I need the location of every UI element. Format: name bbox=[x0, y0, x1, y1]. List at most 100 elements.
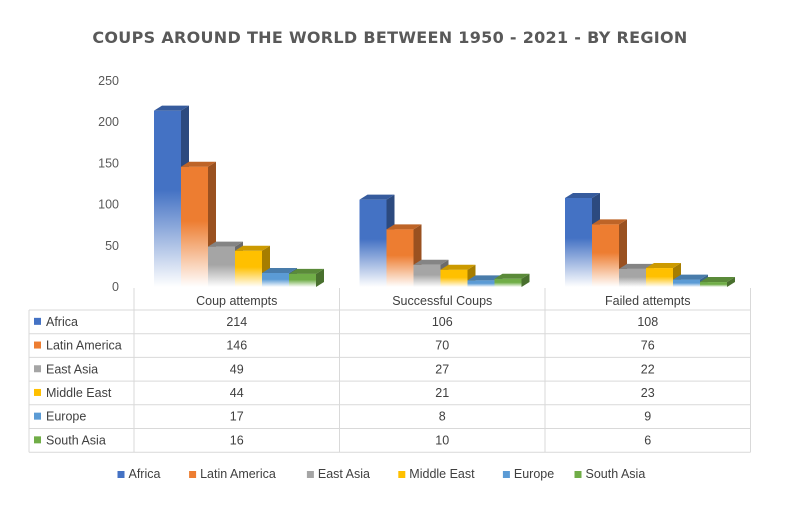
bar-front bbox=[440, 269, 468, 287]
y-tick-label: 100 bbox=[98, 198, 119, 212]
bar-latin-america bbox=[592, 219, 627, 287]
legend-item: Latin America bbox=[189, 467, 276, 481]
legend-label: South Asia bbox=[586, 467, 646, 481]
legend-item: Middle East bbox=[398, 467, 475, 481]
y-tick-label: 50 bbox=[105, 239, 119, 253]
table-cell: 8 bbox=[439, 410, 446, 424]
table-cell: 106 bbox=[432, 315, 453, 329]
bars bbox=[154, 105, 735, 287]
row-legend-key bbox=[34, 365, 41, 373]
table-cell: 76 bbox=[641, 339, 655, 353]
bar-front bbox=[359, 199, 387, 287]
bar-middle-east bbox=[440, 264, 476, 287]
row-label: Europe bbox=[46, 410, 86, 424]
bar-top bbox=[494, 273, 530, 279]
y-axis: 0 50 100 150 200 250 bbox=[98, 74, 119, 294]
legend-item: South Asia bbox=[574, 467, 646, 481]
bar-latin-america bbox=[181, 161, 216, 287]
bar-front bbox=[413, 264, 441, 287]
bar-east-asia bbox=[619, 263, 654, 287]
category-label: Coup attempts bbox=[196, 294, 277, 308]
bar-top bbox=[359, 194, 395, 200]
table-cell: 23 bbox=[641, 386, 655, 400]
bar-front bbox=[289, 273, 316, 287]
category-label: Failed attempts bbox=[605, 294, 690, 308]
bar-top bbox=[181, 161, 216, 167]
table-cell: 17 bbox=[230, 410, 244, 424]
legend-item: Africa bbox=[117, 467, 161, 481]
bar-side bbox=[727, 277, 735, 287]
bar-side bbox=[316, 268, 324, 287]
y-tick-label: 0 bbox=[112, 280, 119, 294]
bar-top bbox=[646, 263, 681, 269]
row-legend-key bbox=[34, 388, 41, 396]
bar-front bbox=[181, 166, 208, 287]
legend-key bbox=[306, 471, 314, 478]
bar-front bbox=[592, 224, 619, 287]
y-tick-label: 250 bbox=[98, 74, 119, 88]
bar-front bbox=[235, 250, 262, 287]
legend-label: Latin America bbox=[200, 467, 276, 481]
bar-front bbox=[700, 282, 727, 287]
bar-middle-east bbox=[646, 263, 681, 287]
bar-top bbox=[386, 224, 422, 230]
bar-top bbox=[592, 219, 627, 225]
legend-key bbox=[117, 471, 125, 478]
bar-top bbox=[154, 105, 189, 111]
category-label: Successful Coups bbox=[392, 294, 492, 308]
bar-south-asia bbox=[289, 268, 324, 287]
table-cell: 21 bbox=[435, 386, 449, 400]
bar-front bbox=[467, 280, 495, 287]
table-cell: 214 bbox=[226, 315, 247, 329]
bar-front bbox=[565, 198, 592, 287]
table-cell: 22 bbox=[641, 362, 655, 376]
table-cell: 44 bbox=[230, 386, 244, 400]
row-legend-key bbox=[34, 412, 41, 420]
bar-top bbox=[700, 277, 735, 283]
legend-label: East Asia bbox=[318, 467, 370, 481]
bar-front bbox=[154, 110, 181, 287]
row-label: Africa bbox=[46, 315, 78, 329]
data-table: Coup attempts Successful Coups Failed atte… bbox=[28, 288, 751, 453]
bar-front bbox=[673, 279, 700, 287]
bar-top bbox=[619, 263, 654, 269]
y-tick-label: 200 bbox=[98, 115, 119, 129]
legend-key bbox=[502, 471, 510, 478]
bar-front bbox=[386, 229, 414, 287]
legend-label: Middle East bbox=[409, 467, 475, 481]
legend-label: Europe bbox=[514, 467, 554, 481]
row-label: Latin America bbox=[46, 339, 122, 353]
table-cell: 70 bbox=[435, 339, 449, 353]
bar-front bbox=[262, 272, 289, 287]
bar-south-asia bbox=[700, 277, 735, 287]
y-tick-label: 150 bbox=[98, 156, 119, 170]
legend-key bbox=[398, 471, 406, 478]
bar-top bbox=[565, 193, 600, 199]
row-legend-key bbox=[34, 341, 41, 349]
table-cell: 16 bbox=[230, 433, 244, 447]
bar-front bbox=[494, 278, 522, 287]
table-cell: 49 bbox=[230, 362, 244, 376]
bar-front bbox=[619, 268, 646, 287]
legend-label: Africa bbox=[129, 467, 161, 481]
table-cell: 27 bbox=[435, 362, 449, 376]
bar-top bbox=[235, 245, 270, 251]
chart-title: COUPS AROUND THE WORLD BETWEEN 1950 - 20… bbox=[92, 28, 687, 47]
legend-item: East Asia bbox=[306, 467, 370, 481]
legend-key bbox=[189, 471, 197, 478]
bar-top bbox=[440, 264, 476, 270]
legend-key bbox=[574, 471, 582, 478]
table-cell: 108 bbox=[637, 315, 658, 329]
bar-front bbox=[646, 268, 673, 287]
bar-front bbox=[208, 246, 235, 287]
legend: Africa Latin America East Asia Middle East E… bbox=[117, 467, 646, 481]
row-label: East Asia bbox=[46, 362, 98, 376]
bar-top bbox=[208, 241, 243, 247]
bar-top bbox=[413, 259, 449, 265]
table-cell: 9 bbox=[644, 410, 651, 424]
bar-south-asia bbox=[494, 273, 530, 287]
bar-side bbox=[521, 273, 530, 287]
bar-top bbox=[262, 267, 297, 273]
